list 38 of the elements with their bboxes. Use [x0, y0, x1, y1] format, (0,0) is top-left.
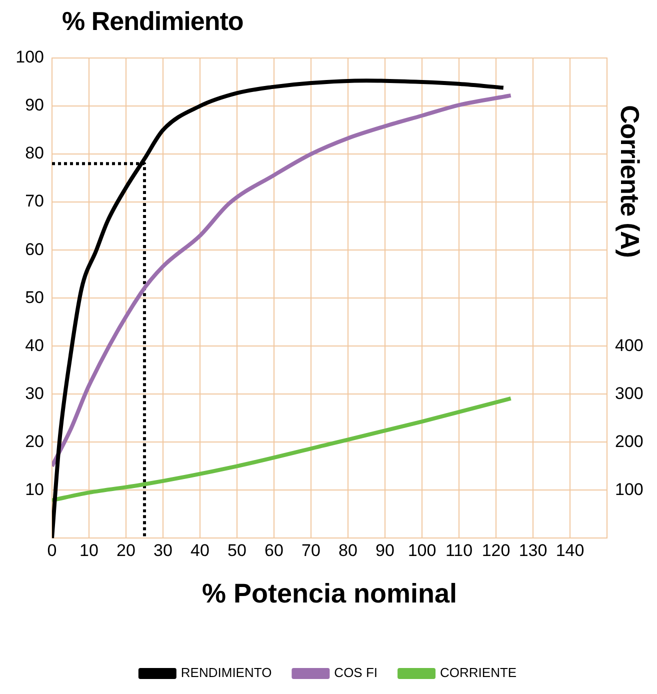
x-tick-label: 70	[302, 541, 320, 560]
y2-tick-label: 400	[615, 336, 644, 355]
legend-label: CORRIENTE	[440, 665, 517, 680]
line-series	[52, 93, 513, 468]
legend-label: RENDIMIENTO	[180, 665, 272, 680]
y-tick-label: 30	[25, 384, 44, 403]
y2-tick-label: 300	[615, 384, 644, 403]
y-tick-label: 20	[25, 432, 44, 451]
x-tick-label: 90	[376, 541, 394, 560]
x-tick-label: 100	[408, 541, 436, 560]
y-tick-label: 90	[25, 96, 44, 115]
y-tick-label: 40	[25, 336, 44, 355]
x-tick-label: 130	[518, 541, 548, 560]
y-tick-label: 50	[25, 288, 44, 307]
x-tick-label: 110	[445, 541, 473, 560]
x-tick-label: 120	[482, 541, 510, 560]
y2-axis-title: Corriente (A)	[614, 105, 645, 258]
line-series	[52, 78, 506, 538]
y-tick-label: 10	[25, 480, 44, 499]
y-tick-label: 80	[25, 144, 44, 163]
y-axis-title: % Rendimiento	[62, 6, 244, 37]
x-axis-title: % Potencia nominal	[202, 578, 458, 608]
x-tick-label: 50	[228, 541, 246, 560]
x-tick-label: 40	[190, 541, 210, 560]
y-tick-label: 100	[16, 48, 44, 67]
x-tick-label: 0	[47, 541, 57, 560]
x-tick-label: 60	[264, 541, 284, 560]
y2-tick-label: 100	[615, 480, 644, 499]
x-tick-label: 140	[556, 541, 584, 560]
y-tick-label: 60	[25, 240, 44, 259]
line-series	[52, 396, 513, 502]
y2-tick-label: 200	[615, 432, 644, 451]
legend-label: COS FI	[334, 665, 378, 680]
y-tick-label: 70	[25, 192, 44, 211]
x-tick-label: 30	[154, 541, 172, 560]
x-tick-label: 10	[80, 541, 98, 560]
x-tick-label: 20	[116, 541, 136, 560]
x-tick-label: 80	[338, 541, 358, 560]
